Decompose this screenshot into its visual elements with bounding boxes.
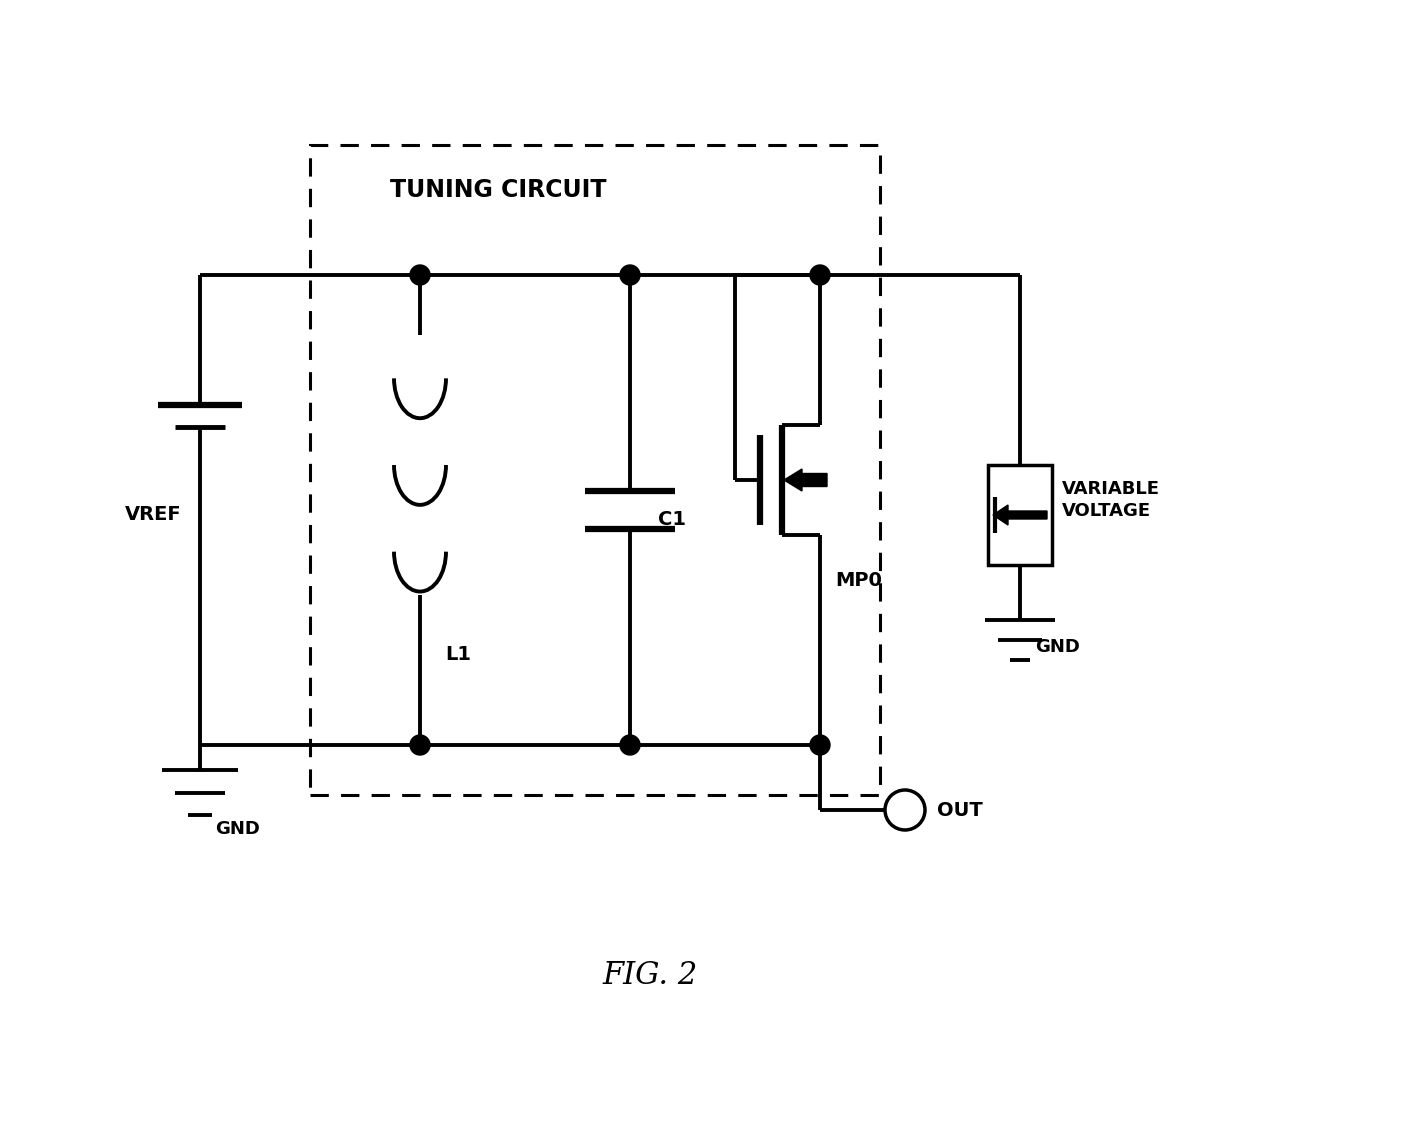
Text: GND: GND — [1034, 638, 1080, 656]
Circle shape — [810, 735, 830, 755]
Circle shape — [620, 735, 640, 755]
Text: GND: GND — [216, 820, 260, 838]
Text: VREF: VREF — [125, 505, 182, 524]
Text: TUNING CIRCUIT: TUNING CIRCUIT — [390, 178, 606, 202]
Bar — [988, 465, 1051, 565]
Text: C1: C1 — [658, 511, 685, 530]
Text: FIG. 2: FIG. 2 — [603, 960, 698, 990]
Text: VARIABLE
VOLTAGE: VARIABLE VOLTAGE — [1061, 480, 1159, 520]
Text: OUT: OUT — [937, 801, 983, 819]
Circle shape — [620, 266, 640, 285]
Circle shape — [410, 735, 430, 755]
Circle shape — [810, 266, 830, 285]
Text: L1: L1 — [446, 646, 471, 665]
Text: MP0: MP0 — [834, 570, 881, 590]
Circle shape — [885, 790, 925, 830]
Circle shape — [410, 266, 430, 285]
FancyArrow shape — [993, 505, 1047, 525]
FancyArrow shape — [785, 469, 827, 490]
